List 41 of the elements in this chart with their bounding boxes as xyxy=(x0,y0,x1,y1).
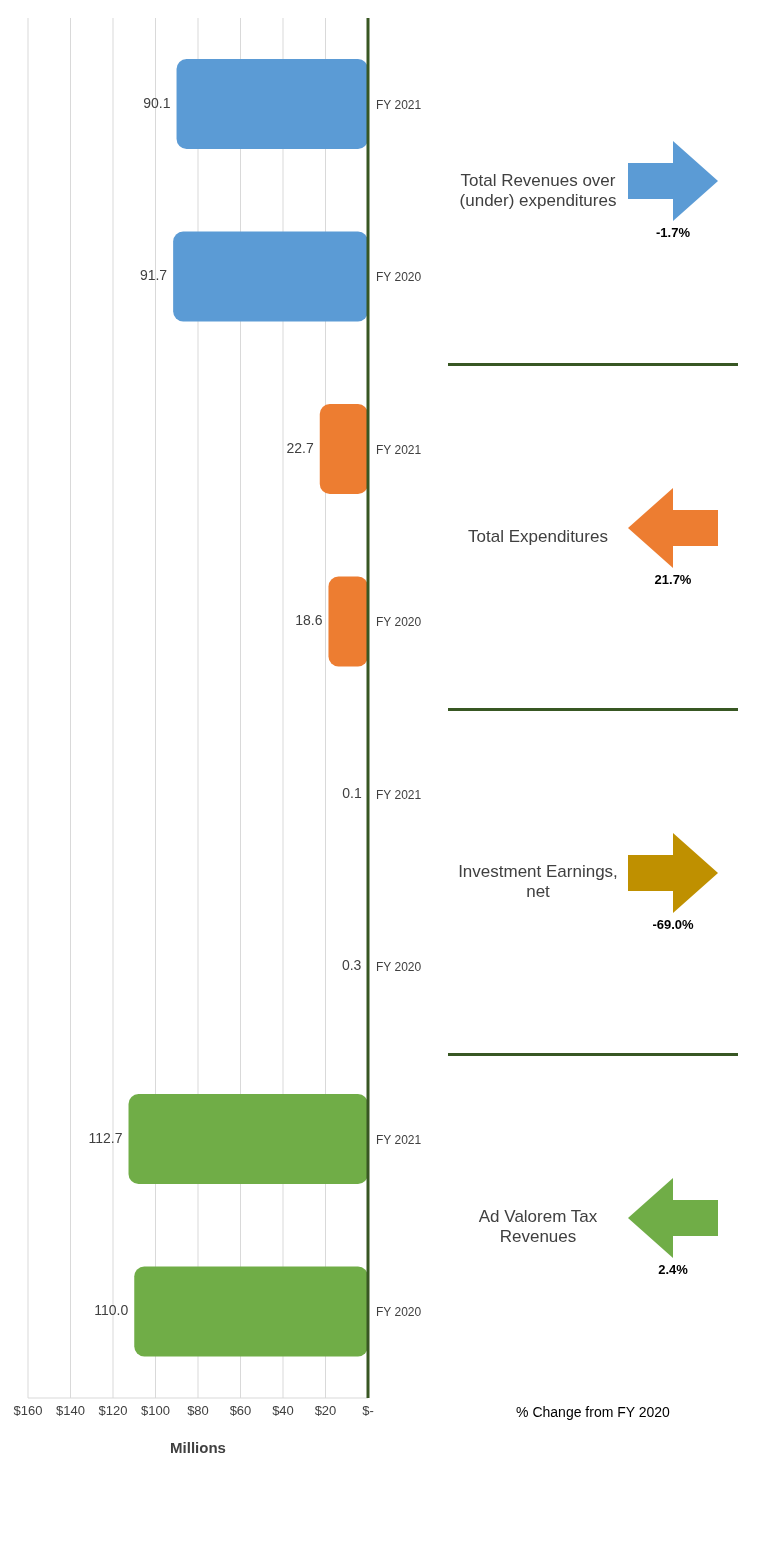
text: -1.7% xyxy=(656,225,690,240)
y-tick-label: FY 2021 xyxy=(376,442,422,457)
data-label: 0.3 xyxy=(341,957,362,974)
x-tick-label: $40 xyxy=(272,1403,294,1419)
bar xyxy=(173,231,368,322)
y-tick-label: FY 2020 xyxy=(376,960,422,975)
x-tick-label: $100 xyxy=(141,1403,170,1419)
bar xyxy=(176,59,368,149)
bar xyxy=(128,1094,368,1184)
text: -69.0% xyxy=(652,916,694,932)
data-label: 91.7 xyxy=(139,267,168,284)
x-tick-label: $- xyxy=(362,1403,374,1419)
y-tick-label: FY 2021 xyxy=(376,1132,422,1147)
data-label: 18.6 xyxy=(295,612,323,629)
x-tick-label: $20 xyxy=(314,1403,337,1419)
x-axis-title: Millions xyxy=(170,1439,226,1456)
y-tick-label: FY 2020 xyxy=(376,615,422,630)
bar xyxy=(328,576,368,667)
data-label: 112.7 xyxy=(88,1129,123,1146)
text: Total Revenues over (under) expenditures xyxy=(458,170,618,211)
y-tick-label: FY 2020 xyxy=(376,270,422,285)
text: % Change from FY 2020 xyxy=(515,1404,671,1420)
y-tick-label: FY 2020 xyxy=(376,1305,422,1320)
text: Total Expenditures xyxy=(467,527,609,547)
text: 21.7% xyxy=(654,571,692,587)
x-tick-label: $60 xyxy=(229,1403,252,1419)
x-tick-label: $120 xyxy=(98,1403,128,1419)
data-label: 22.7 xyxy=(286,439,314,456)
x-tick-label: $140 xyxy=(56,1403,85,1419)
y-tick-label: FY 2021 xyxy=(376,97,422,112)
text: Ad Valorem Tax Revenues xyxy=(477,1207,599,1247)
text: 2.4% xyxy=(658,1261,688,1277)
data-label: 0.1 xyxy=(342,784,362,801)
bar xyxy=(134,1266,368,1357)
x-tick-label: $80 xyxy=(187,1403,209,1419)
x-tick-label: $160 xyxy=(13,1403,43,1419)
data-label: 90.1 xyxy=(143,94,171,111)
data-label: 110.0 xyxy=(94,1302,129,1319)
text: Investment Earnings, net xyxy=(458,862,618,902)
bar xyxy=(319,404,368,494)
y-tick-label: FY 2021 xyxy=(376,787,422,802)
